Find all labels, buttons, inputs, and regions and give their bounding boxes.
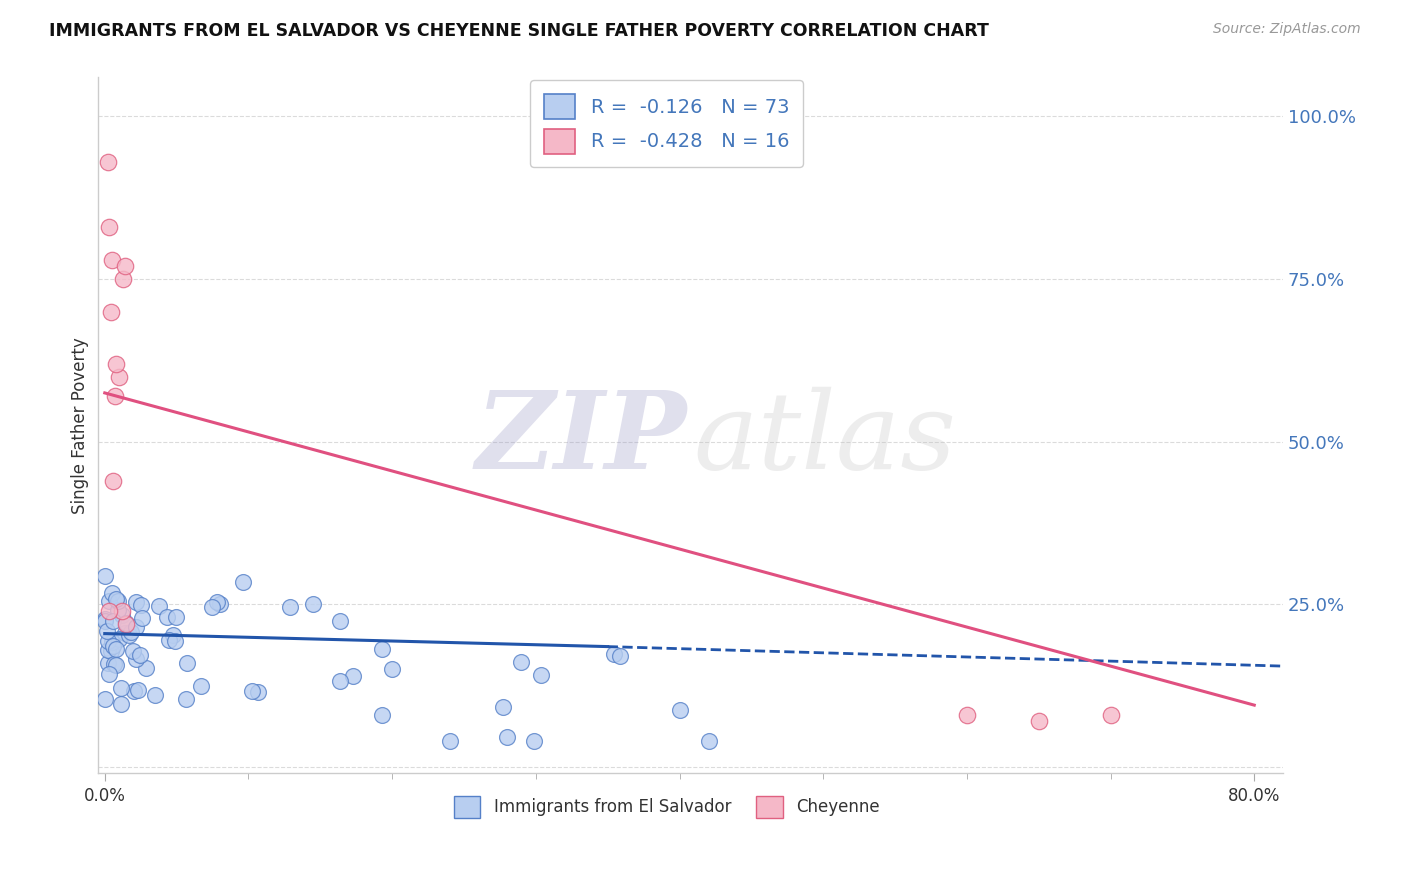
Point (127, 683, 149, 698)
Point (208, 597, 231, 611)
Point (96, 624, 118, 638)
Point (112, 272, 135, 286)
Text: Source: ZipAtlas.com: Source: ZipAtlas.com (1213, 22, 1361, 37)
Point (697, 734, 720, 748)
Point (111, 604, 134, 618)
Point (329, 674, 352, 689)
Point (162, 628, 184, 642)
Point (371, 707, 394, 722)
Point (98, 667, 121, 681)
Point (165, 610, 187, 624)
Point (609, 648, 631, 663)
Text: atlas: atlas (693, 387, 957, 492)
Point (156, 610, 179, 624)
Text: IMMIGRANTS FROM EL SALVADOR VS CHEYENNE SINGLE FATHER POVERTY CORRELATION CHART: IMMIGRANTS FROM EL SALVADOR VS CHEYENNE … (49, 22, 988, 40)
Point (278, 600, 301, 615)
Point (125, 595, 148, 609)
Point (1028, 714, 1050, 729)
Point (120, 625, 142, 640)
Point (491, 700, 513, 714)
Point (97, 643, 120, 657)
Point (100, 304, 122, 318)
Point (129, 648, 152, 662)
Point (669, 703, 692, 717)
Legend: Immigrants from El Salvador, Cheyenne: Immigrants from El Salvador, Cheyenne (447, 789, 886, 824)
Point (105, 642, 128, 657)
Point (114, 626, 136, 640)
Point (122, 644, 145, 658)
Point (94, 614, 117, 628)
Point (176, 656, 198, 670)
Point (97, 155, 120, 169)
Point (135, 660, 157, 674)
Point (110, 697, 132, 711)
Point (97, 634, 120, 648)
Point (105, 357, 128, 371)
Point (956, 707, 979, 722)
Point (523, 734, 546, 748)
Point (381, 662, 404, 676)
Point (232, 575, 254, 590)
Point (329, 614, 352, 628)
Point (107, 594, 129, 608)
Point (205, 594, 228, 608)
Point (111, 607, 134, 622)
Point (129, 598, 152, 612)
Point (122, 684, 145, 698)
Point (247, 685, 270, 699)
Point (97, 594, 120, 608)
Point (174, 692, 197, 706)
Point (98, 604, 121, 618)
Point (143, 688, 166, 702)
Point (101, 634, 124, 648)
Point (439, 734, 461, 748)
Point (603, 647, 626, 661)
Point (342, 669, 364, 683)
Point (496, 731, 519, 745)
Point (94, 612, 117, 626)
Point (101, 639, 124, 653)
Point (101, 586, 124, 600)
Point (98, 220, 121, 235)
Point (131, 611, 153, 625)
Point (114, 259, 136, 273)
Point (118, 628, 141, 642)
Point (125, 652, 148, 666)
Point (148, 599, 170, 613)
Point (1099, 707, 1122, 722)
Text: ZIP: ZIP (475, 386, 686, 492)
Point (240, 684, 263, 698)
Point (115, 616, 138, 631)
Point (110, 681, 132, 695)
Point (190, 680, 212, 694)
Point (108, 632, 131, 646)
Point (103, 474, 125, 488)
Point (530, 667, 553, 681)
Point (105, 658, 128, 673)
Point (94, 692, 117, 706)
Point (103, 615, 125, 629)
Point (301, 597, 323, 611)
Point (159, 632, 181, 647)
Point (371, 642, 394, 657)
Point (104, 591, 127, 606)
Point (94, 569, 117, 583)
Point (165, 634, 187, 648)
Point (125, 620, 148, 634)
Point (509, 655, 531, 669)
Point (100, 644, 122, 658)
Point (200, 600, 222, 615)
Point (107, 603, 129, 617)
Point (108, 369, 131, 384)
Point (104, 389, 127, 403)
Point (97, 657, 120, 671)
Y-axis label: Single Father Poverty: Single Father Poverty (72, 337, 89, 514)
Point (101, 252, 124, 267)
Point (103, 657, 125, 671)
Point (115, 616, 138, 631)
